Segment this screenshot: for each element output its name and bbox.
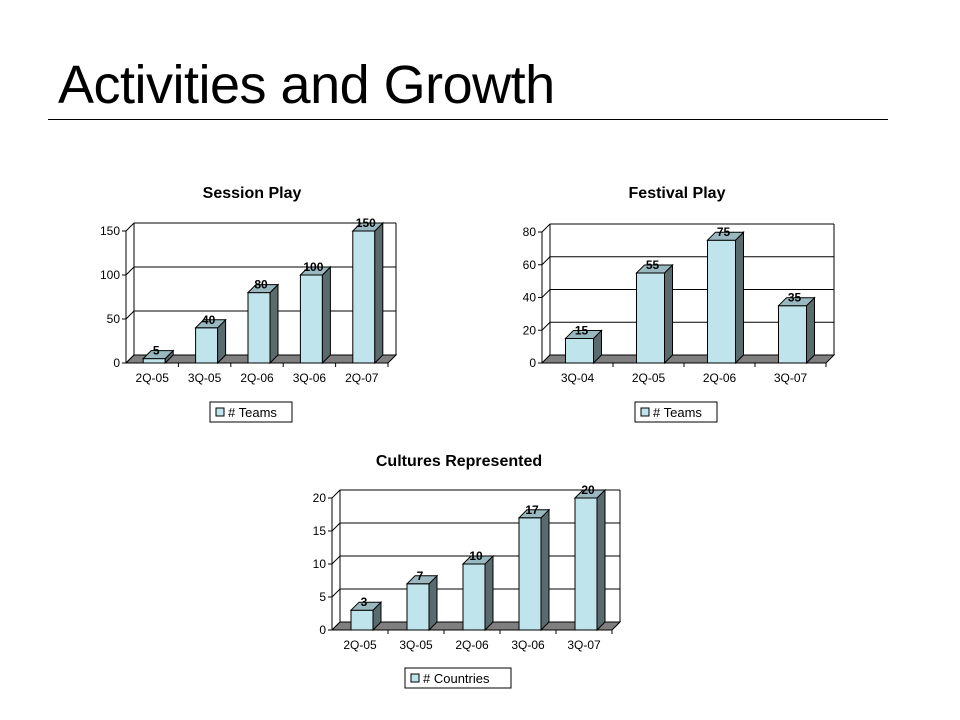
data-label: 20 [581,483,595,497]
gridline-side [331,489,341,499]
data-label: 3 [361,595,368,609]
data-label: 150 [356,216,376,230]
bar [574,497,598,631]
bar-top [461,555,495,565]
legend-swatch [640,407,650,417]
x-tick-label: 3Q-07 [567,638,601,652]
y-tick-label: 60 [523,258,537,272]
y-tick-label: 0 [319,623,326,637]
y-tick-label: 150 [100,224,120,238]
gridline-side [125,222,135,232]
bar-top [141,350,175,360]
legend-label: # Teams [228,405,277,420]
data-label: 10 [469,549,483,563]
legend-label: # Teams [653,405,702,420]
x-tick-label: 2Q-07 [345,371,379,385]
bar-top [777,297,816,307]
bar [518,517,542,631]
chart-title: Festival Play [629,185,726,202]
bar-top [573,489,607,499]
data-label: 80 [254,278,268,292]
bar-side [484,554,494,632]
data-label: 35 [788,291,802,305]
bar [778,305,807,364]
y-tick-label: 20 [313,491,327,505]
gridline-side [541,256,551,266]
bar-top [706,231,745,241]
bar-top [517,509,551,519]
gridline-side [541,321,551,331]
x-tick-label: 2Q-05 [343,638,377,652]
bar-top [299,266,332,276]
legend-swatch [410,673,420,683]
bar-top [349,601,383,611]
x-tick-label: 3Q-07 [774,371,808,385]
bar [350,609,374,631]
gridline-side [125,310,135,320]
data-label: 5 [153,344,160,358]
gridline-side [331,555,341,565]
x-tick-label: 3Q-04 [561,371,595,385]
x-tick-label: 3Q-06 [511,638,545,652]
y-tick-label: 0 [529,356,536,370]
y-tick-label: 20 [523,323,537,337]
legend-swatch [215,407,225,417]
data-label: 40 [202,313,216,327]
bar-side [540,508,550,632]
y-tick-label: 5 [319,590,326,604]
x-tick-label: 2Q-06 [703,371,737,385]
data-label: 7 [417,569,424,583]
legend-box [209,401,293,423]
data-label: 15 [575,323,589,337]
legend-box [634,401,718,423]
title-divider [48,119,888,120]
gridline-side [125,266,135,276]
y-tick-label: 100 [100,268,120,282]
y-tick-label: 0 [113,356,120,370]
gridline-side [541,289,551,298]
bar [406,583,430,631]
chart-title: Cultures Represented [376,453,542,470]
bar-side [428,574,438,632]
data-label: 17 [525,503,539,517]
y-tick-label: 10 [313,557,327,571]
bar-top [564,329,603,339]
chart-title: Session Play [203,185,302,202]
y-tick-label: 40 [523,291,537,305]
bar-top [351,222,385,232]
gridline-side [331,588,341,598]
slide-title: Activities and Growth [58,55,555,115]
bar-side [596,488,606,632]
gridline-side [331,522,341,532]
bar-top [194,319,227,329]
legend-box [404,667,512,689]
x-tick-label: 3Q-05 [399,638,433,652]
legend-label: # Countries [423,671,490,686]
x-tick-label: 3Q-06 [293,371,327,385]
x-tick-label: 3Q-05 [188,371,222,385]
bar [462,563,486,631]
y-tick-label: 15 [313,524,327,538]
y-tick-label: 50 [107,312,121,326]
gridline-side [541,223,551,233]
y-tick-label: 80 [523,225,537,239]
x-tick-label: 2Q-05 [632,371,666,385]
data-label: 100 [303,260,323,274]
bar-top [635,264,674,274]
data-label: 75 [717,225,731,239]
x-tick-label: 2Q-06 [455,638,489,652]
data-label: 55 [646,258,660,272]
bar-top [405,575,439,585]
x-tick-label: 2Q-06 [240,371,274,385]
bar-top [246,284,280,294]
x-tick-label: 2Q-05 [136,371,170,385]
